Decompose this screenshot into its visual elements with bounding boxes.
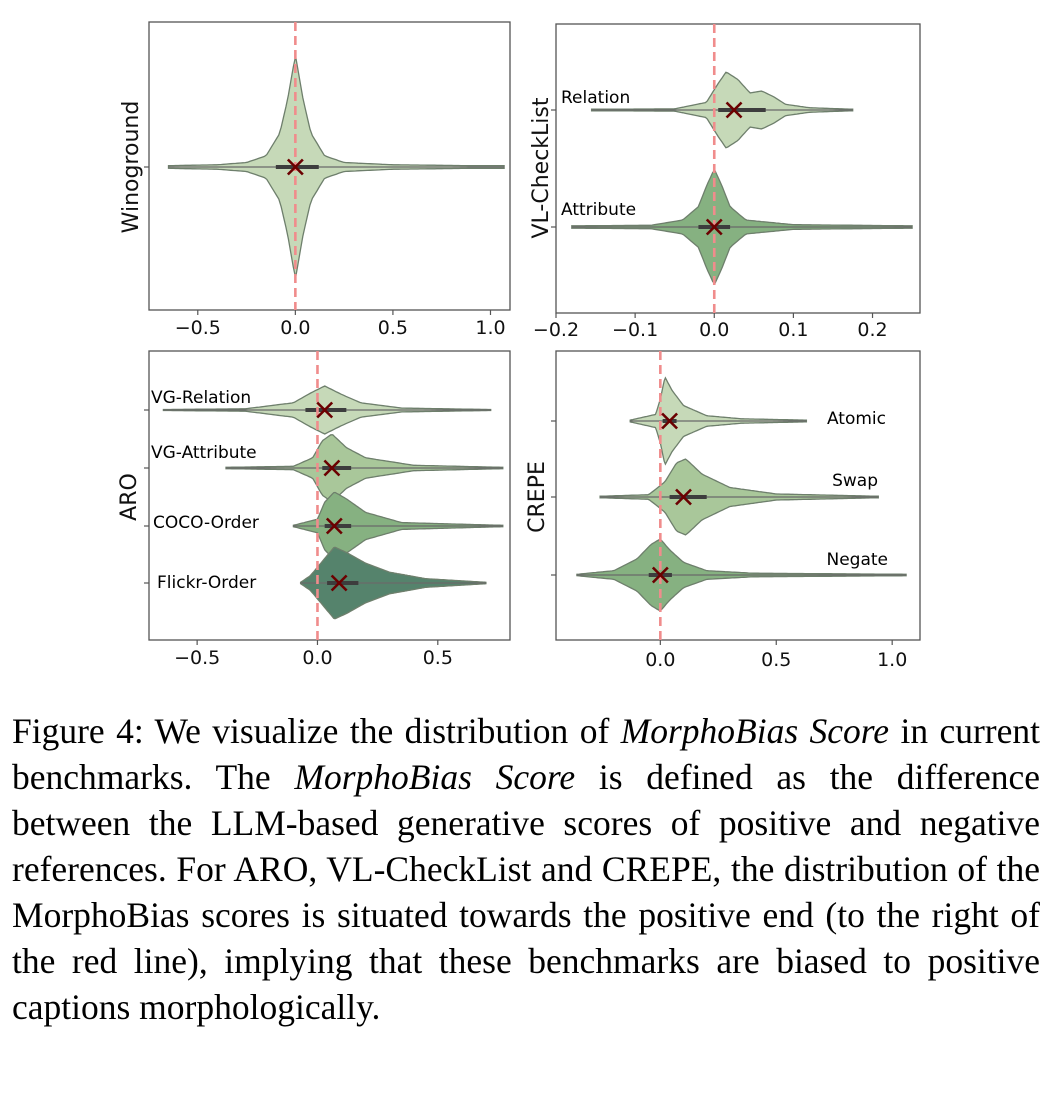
median-marker xyxy=(675,488,692,506)
y-axis-title: CREPE xyxy=(525,461,550,533)
figure-caption: Figure 4: We visualize the distribution … xyxy=(12,708,1040,1030)
median-marker xyxy=(651,566,669,584)
x-tick-label: 0.0 xyxy=(280,317,310,339)
median-marker xyxy=(316,401,334,419)
category-label: VG-Attribute xyxy=(151,443,257,463)
panel-2: ARO −0.5 0.0 0.5 VG-Relation VG-Attribute COCO… xyxy=(117,350,511,669)
median-marker xyxy=(330,574,348,592)
x-tick-label: 0.0 xyxy=(645,649,675,671)
x-tick-label: −0.5 xyxy=(175,317,221,339)
x-tick-label: 1.0 xyxy=(877,649,907,671)
x-tick-label: −0.5 xyxy=(174,647,220,669)
y-axis-title: Winoground xyxy=(119,101,144,234)
x-tick-label: 1.0 xyxy=(475,317,505,339)
category-label: Attribute xyxy=(561,200,636,220)
caption-term-2: MorphoBias Score xyxy=(294,757,576,797)
x-tick-label: −0.1 xyxy=(612,319,658,341)
y-axis-title: ARO xyxy=(117,473,142,521)
x-tick-label: 0.1 xyxy=(778,319,808,341)
panel-frame xyxy=(148,350,511,641)
category-label: Negate xyxy=(826,550,888,570)
x-tick-label: 0.5 xyxy=(423,647,453,669)
panel-3: CREPE 0.0 0.5 1.0 Atomic Swap Negate xyxy=(525,350,921,671)
caption-text-3: is defined as the difference between the… xyxy=(12,757,1040,1027)
panel-0: Winoground −0.5 0.0 0.5 1.0 xyxy=(119,21,511,339)
violin-figure: Winoground −0.5 0.0 0.5 1.0 VL-CheckList −0.2 −… xyxy=(117,21,921,671)
median-marker xyxy=(286,158,304,176)
category-label: Atomic xyxy=(827,409,886,429)
caption-text-1: We visualize the distribution of xyxy=(143,711,621,751)
category-label: Relation xyxy=(561,88,630,108)
category-label: COCO-Order xyxy=(153,513,259,533)
panel-frame xyxy=(148,21,511,311)
panel-1: VL-CheckList −0.2 −0.1 0.0 0.1 0.2 Relation Att… xyxy=(529,23,921,341)
median-marker xyxy=(325,517,343,535)
x-tick-label: 0.0 xyxy=(302,647,332,669)
caption-term-1: MorphoBias Score xyxy=(620,711,890,751)
y-axis-title: VL-CheckList xyxy=(529,97,554,238)
x-tick-label: −0.2 xyxy=(533,319,579,341)
category-label: Flickr-Order xyxy=(157,573,256,593)
x-tick-label: 0.2 xyxy=(857,319,887,341)
x-tick-label: 0.5 xyxy=(761,649,791,671)
median-marker xyxy=(705,218,723,236)
x-tick-label: 0.5 xyxy=(378,317,408,339)
panel-frame xyxy=(555,23,921,314)
caption-text-2: in current benchmarks. The xyxy=(12,711,1040,797)
median-marker xyxy=(323,459,341,477)
caption-label: Figure 4: xyxy=(12,711,144,751)
category-label: Swap xyxy=(832,471,878,491)
x-tick-label: 0.0 xyxy=(699,319,729,341)
median-marker xyxy=(661,412,679,430)
category-label: VG-Relation xyxy=(151,388,251,408)
panel-frame xyxy=(555,350,921,641)
median-marker xyxy=(725,101,743,119)
